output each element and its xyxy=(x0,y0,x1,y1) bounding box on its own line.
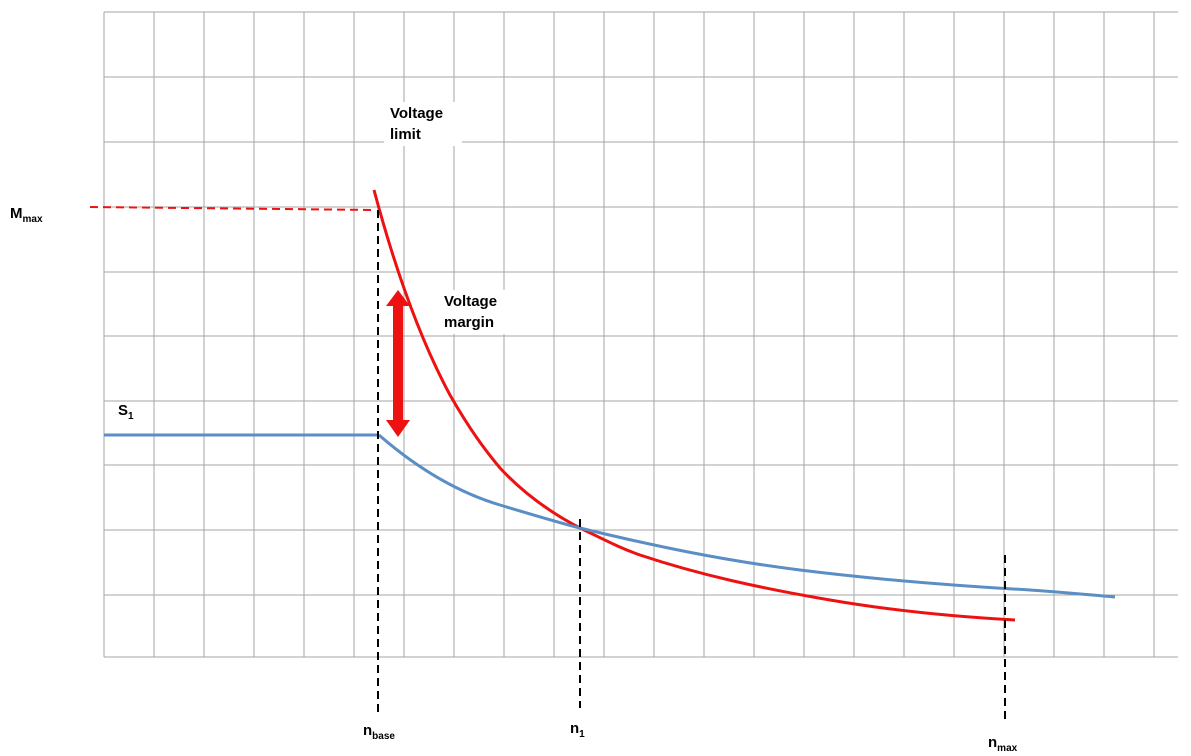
s1-label: S1 xyxy=(110,402,142,422)
voltage-margin-label: Voltage margin xyxy=(438,290,552,334)
m-max-main: M xyxy=(10,205,23,222)
n1-sub: 1 xyxy=(579,729,585,740)
grid xyxy=(103,11,1178,658)
voltage-margin-line2: margin xyxy=(444,314,495,331)
n-base-label: nbase xyxy=(363,722,395,742)
s1-main: S xyxy=(118,402,129,419)
n-max-main: n xyxy=(988,734,998,751)
m-max-dashed-line xyxy=(89,206,377,211)
voltage-limit-curve xyxy=(372,189,1016,622)
voltage-limit-line2: limit xyxy=(390,126,421,143)
m-max-label: Mmax xyxy=(10,205,43,225)
voltage-margin-line1: Voltage xyxy=(444,293,498,310)
m-max-sub: max xyxy=(22,214,43,225)
s1-sub: 1 xyxy=(128,411,134,422)
voltage-limit-line1: Voltage xyxy=(390,105,444,122)
n1-main: n xyxy=(570,720,580,737)
s1-curve xyxy=(378,433,1116,599)
voltage-limit-label: Voltage limit xyxy=(384,102,462,146)
n-base-main: n xyxy=(363,722,373,739)
n-base-sub: base xyxy=(372,731,395,742)
n-max-label: nmax xyxy=(988,734,1017,754)
voltage-margin-arrow xyxy=(386,290,410,437)
n-max-sub: max xyxy=(997,743,1018,754)
n1-label: n1 xyxy=(570,720,585,740)
